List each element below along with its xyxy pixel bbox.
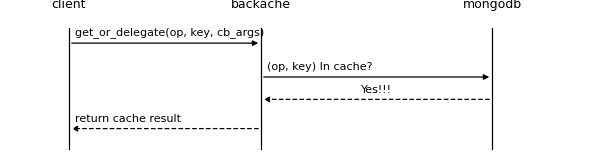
Text: return cache result: return cache result bbox=[75, 114, 181, 124]
Text: Yes!!!: Yes!!! bbox=[361, 85, 392, 95]
Text: client: client bbox=[52, 0, 86, 11]
Text: backache: backache bbox=[231, 0, 291, 11]
Text: (op, key) In cache?: (op, key) In cache? bbox=[267, 62, 373, 72]
Text: get_or_delegate(op, key, cb_args): get_or_delegate(op, key, cb_args) bbox=[75, 28, 264, 38]
Text: mongodb: mongodb bbox=[463, 0, 521, 11]
